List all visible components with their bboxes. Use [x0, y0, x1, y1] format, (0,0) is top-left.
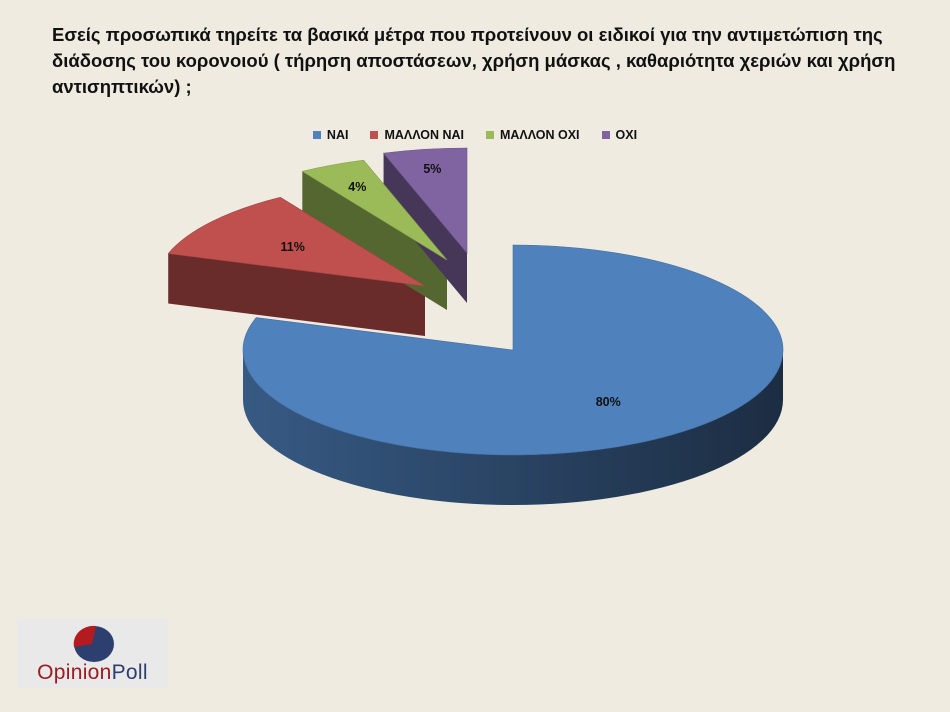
- data-label: 4%: [348, 180, 366, 194]
- slice-wall: [383, 153, 467, 303]
- pie-slice-3: [382, 147, 468, 254]
- legend-item: ΟΧΙ: [601, 128, 638, 142]
- legend-item: ΜΑΛΛΟΝ ΟΧΙ: [485, 128, 580, 142]
- legend-label: ΟΧΙ: [615, 128, 638, 142]
- slice-wall: [168, 253, 426, 336]
- data-label: 11%: [281, 240, 305, 254]
- slice-wall: [302, 171, 447, 310]
- legend-label: ΜΑΛΛΟΝ ΝΑΙ: [384, 128, 464, 142]
- legend-item: ΜΑΛΛΟΝ ΝΑΙ: [370, 128, 464, 142]
- data-label: 80%: [596, 395, 621, 409]
- opinionpoll-logo: OpinionPoll: [17, 619, 168, 688]
- chart-legend: ΝΑΙ ΜΑΛΛΟΝ ΝΑΙ ΜΑΛΛΟΝ ΟΧΙ ΟΧΙ: [0, 128, 950, 142]
- legend-swatch: [312, 131, 321, 139]
- legend-item: ΝΑΙ: [312, 128, 349, 142]
- slice-tops: [167, 147, 784, 456]
- legend-swatch: [601, 131, 610, 139]
- logo-mark-icon: [73, 625, 114, 662]
- legend-swatch: [485, 131, 494, 139]
- slice-outer-wall: [243, 350, 783, 505]
- legend-label: ΜΑΛΛΟΝ ΟΧΙ: [499, 128, 580, 142]
- pie-slice-1: [167, 197, 426, 287]
- chart-title: Εσείς προσωπικά τηρείτε τα βασικά μέτρα …: [52, 24, 896, 97]
- pie-slice-2: [301, 159, 448, 261]
- slice-side-3: [383, 153, 467, 303]
- legend-label: ΝΑΙ: [326, 128, 349, 142]
- legend-swatch: [370, 131, 379, 139]
- pie-slice-0: [242, 244, 784, 456]
- slice-labels: 80% 11% 4% 5%: [281, 162, 621, 409]
- data-label: 5%: [423, 162, 441, 176]
- logo-text: OpinionPoll: [37, 661, 148, 684]
